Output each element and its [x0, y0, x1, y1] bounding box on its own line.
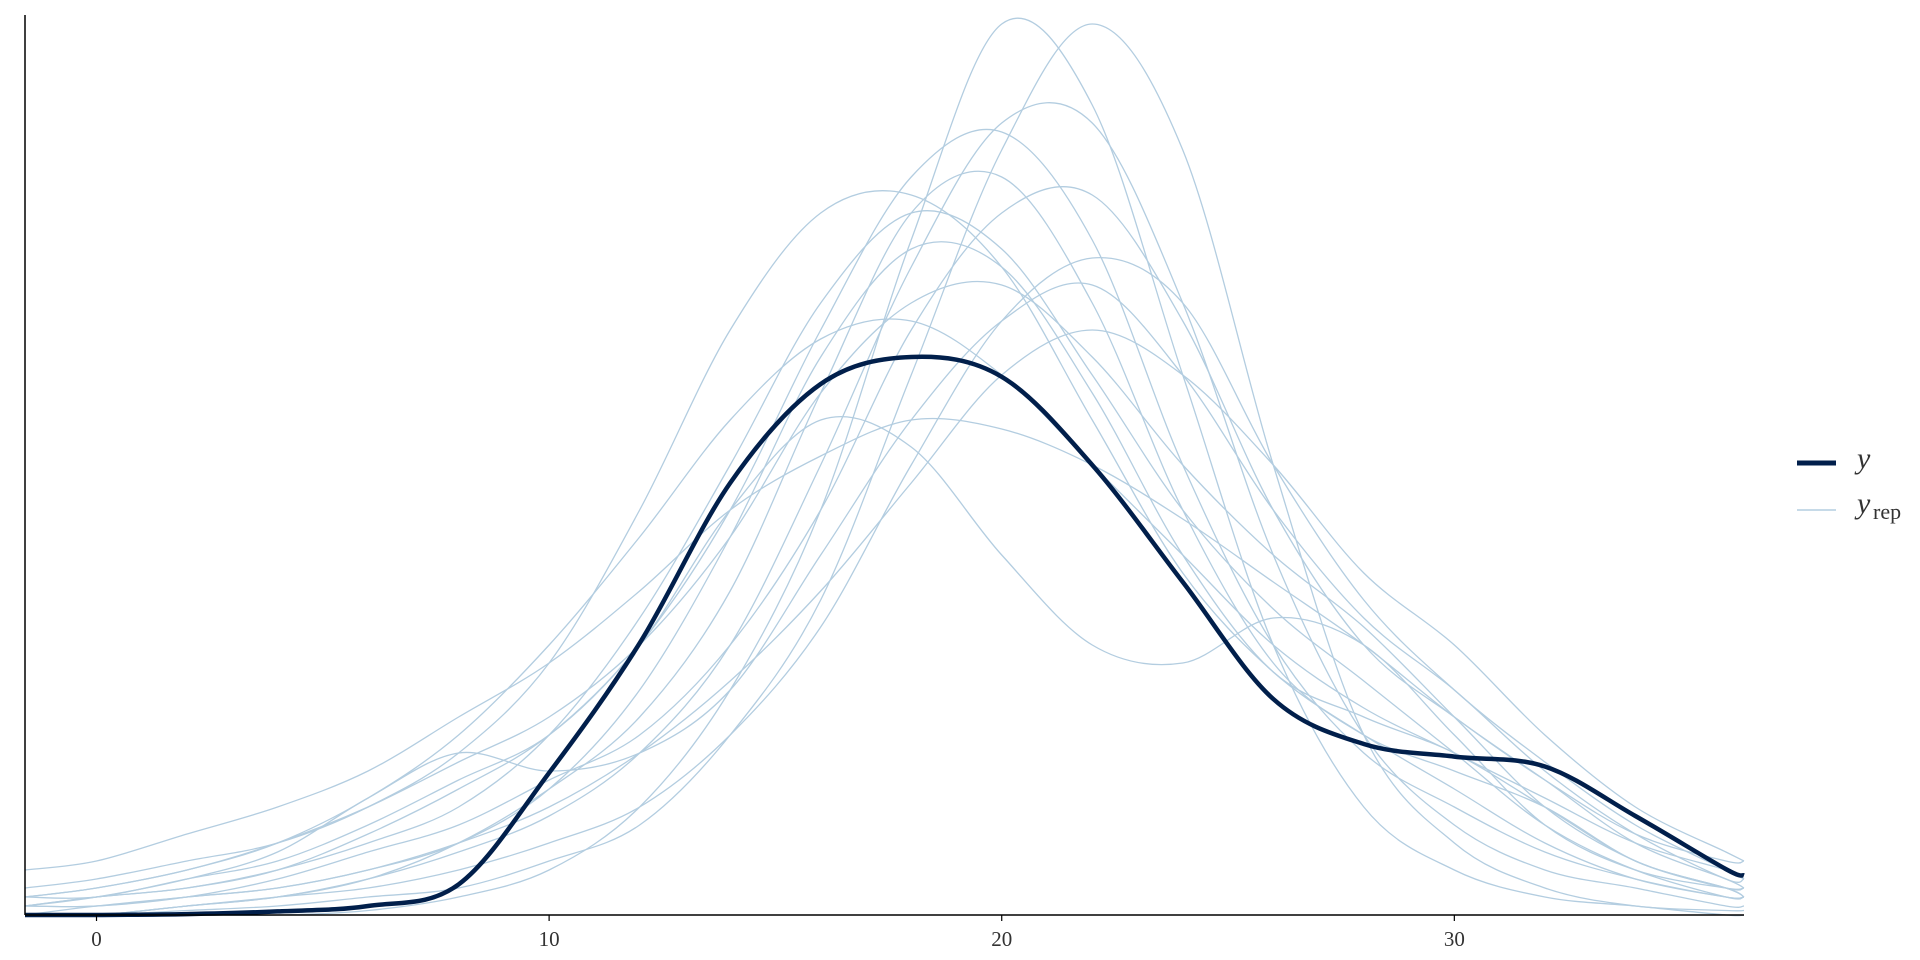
yrep-line	[24, 417, 1745, 871]
yrep-line	[24, 190, 1745, 899]
yrep-line	[24, 241, 1745, 916]
yrep-line	[24, 329, 1745, 908]
yrep-line	[24, 186, 1745, 908]
x-tick-label: 20	[991, 927, 1012, 951]
yrep-line	[24, 210, 1745, 907]
yrep-line	[24, 128, 1745, 899]
yrep-line	[24, 256, 1745, 917]
legend-subscript: rep	[1873, 499, 1901, 524]
x-tick-label: 0	[91, 927, 102, 951]
y-line	[24, 354, 1745, 918]
legend-label: y	[1854, 487, 1871, 520]
yrep-line	[24, 23, 1745, 916]
yrep-line	[24, 170, 1745, 917]
x-tick-label: 30	[1444, 927, 1465, 951]
yrep-line	[24, 318, 1745, 898]
x-tick-label: 10	[539, 927, 560, 951]
yrep-line	[24, 416, 1745, 907]
yrep-line	[25, 17, 1745, 917]
yrep-line	[24, 282, 1745, 907]
yrep-line	[24, 280, 1745, 898]
legend-label: y	[1854, 442, 1871, 475]
yrep-line	[24, 102, 1745, 917]
